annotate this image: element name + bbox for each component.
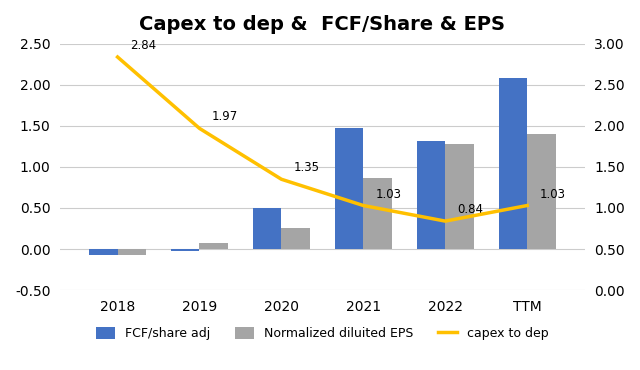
Bar xyxy=(118,249,147,255)
Bar xyxy=(445,144,474,249)
Line: capex to dep: capex to dep xyxy=(118,57,527,221)
capex to dep xyxy=(114,55,122,59)
Bar xyxy=(499,78,527,249)
capex to dep xyxy=(196,126,204,131)
Text: 2.84: 2.84 xyxy=(130,39,156,52)
Bar xyxy=(253,208,282,249)
Text: 1.97: 1.97 xyxy=(212,111,238,124)
Text: 0.84: 0.84 xyxy=(458,203,484,216)
Bar xyxy=(527,134,556,249)
Text: 1.03: 1.03 xyxy=(376,188,402,201)
Title: Capex to dep &  FCF/Share & EPS: Capex to dep & FCF/Share & EPS xyxy=(140,15,506,34)
Bar xyxy=(171,249,200,250)
capex to dep xyxy=(278,177,285,181)
Bar xyxy=(200,243,228,249)
Bar xyxy=(417,141,445,249)
Bar xyxy=(89,249,118,255)
Legend: FCF/share adj, Normalized diluited EPS, capex to dep: FCF/share adj, Normalized diluited EPS, … xyxy=(91,322,554,345)
Bar xyxy=(335,128,364,249)
capex to dep xyxy=(524,203,531,208)
Bar xyxy=(364,178,392,249)
Text: 1.03: 1.03 xyxy=(540,188,566,201)
Bar xyxy=(282,229,310,249)
capex to dep xyxy=(442,219,449,223)
Text: 1.35: 1.35 xyxy=(294,161,320,174)
capex to dep xyxy=(360,203,367,208)
